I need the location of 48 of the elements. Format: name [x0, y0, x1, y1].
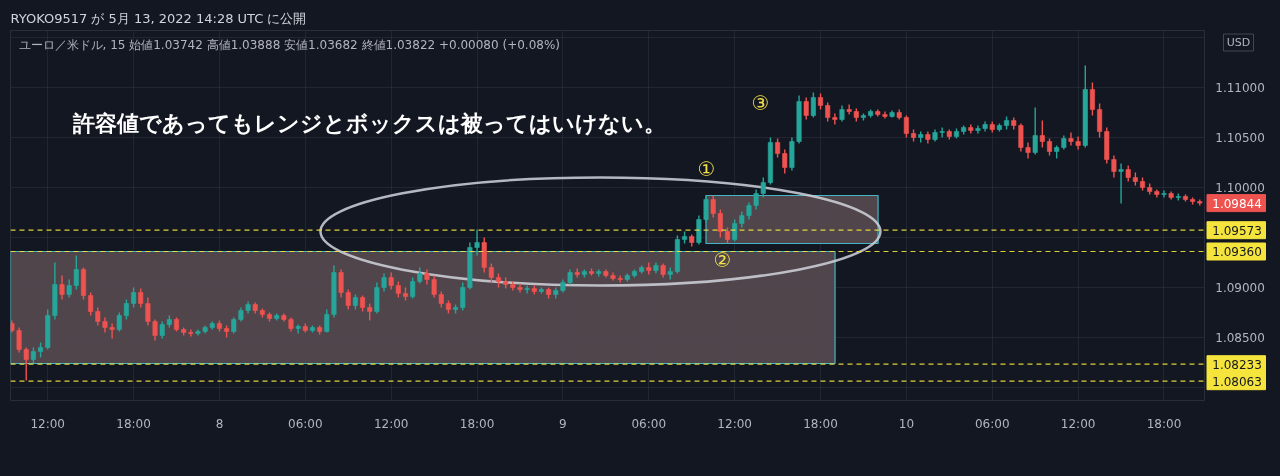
y-tick-label: 1.11000 — [1215, 81, 1265, 95]
annotation: 許容値であってもレンジとボックスは被ってはいけない。 — [71, 110, 666, 136]
candlestick — [59, 274, 65, 301]
candlestick — [1039, 119, 1045, 149]
candlestick — [1032, 106, 1038, 156]
candlestick — [1097, 102, 1103, 139]
y-tick-label: 1.10500 — [1215, 131, 1265, 145]
ref-line-label: 1.09573 — [1212, 223, 1262, 238]
x-tick-label: 06:00 — [631, 416, 667, 431]
x-tick-label: 12:00 — [30, 416, 66, 431]
x-tick-label: 9 — [559, 416, 567, 431]
x-tick-label: 12:00 — [717, 416, 752, 431]
annotation: 1.09844 — [1212, 196, 1262, 211]
x-tick-label: 10 — [898, 416, 915, 431]
x-tick-label: 18:00 — [459, 416, 495, 431]
annotation: ① — [697, 156, 716, 181]
x-tick-label: 8 — [215, 416, 224, 431]
x-tick-label: 18:00 — [803, 416, 838, 431]
candlestick — [775, 137, 781, 159]
candlestick — [1118, 162, 1124, 205]
candlestick — [131, 286, 137, 309]
x-tick-label: 06:00 — [974, 416, 1010, 431]
candlestick — [1089, 81, 1095, 117]
annotation: ② — [713, 247, 732, 272]
x-tick-label: 12:00 — [1060, 416, 1096, 431]
annotation: ③ — [751, 91, 770, 116]
candlestick — [524, 284, 530, 295]
candlestick — [116, 311, 122, 333]
x-tick-label: 06:00 — [288, 416, 323, 431]
chart-title: RYOKO9517 が 5月 13, 2022 14:28 UTC に公開 — [10, 10, 307, 26]
candlestick — [1161, 189, 1167, 199]
y-tick-label: 1.09000 — [1215, 281, 1265, 295]
ref-line-label: 1.08063 — [1212, 374, 1262, 389]
x-tick-label: 18:00 — [116, 416, 151, 431]
text: ユーロ／米ドル, 15 始値1.03742 高値1.03888 安値1.03682 終値1.03822 +0.00080 (+0.08%) — [18, 37, 560, 52]
y-axis-title: USD — [1226, 36, 1251, 49]
candlestick — [810, 91, 816, 119]
ref-line-label: 1.08233 — [1212, 357, 1262, 372]
y-tick-label: 1.10000 — [1215, 181, 1265, 195]
candlestick — [903, 114, 909, 139]
candlestick — [123, 298, 129, 321]
x-tick-label: 18:00 — [1146, 416, 1182, 431]
candlestick — [295, 323, 301, 335]
ref-line-label: 1.09360 — [1212, 245, 1262, 259]
candlestick — [803, 96, 809, 121]
candlestick — [782, 148, 788, 175]
y-tick-label: 1.08500 — [1215, 331, 1265, 345]
x-tick-label: 12:00 — [373, 416, 409, 431]
